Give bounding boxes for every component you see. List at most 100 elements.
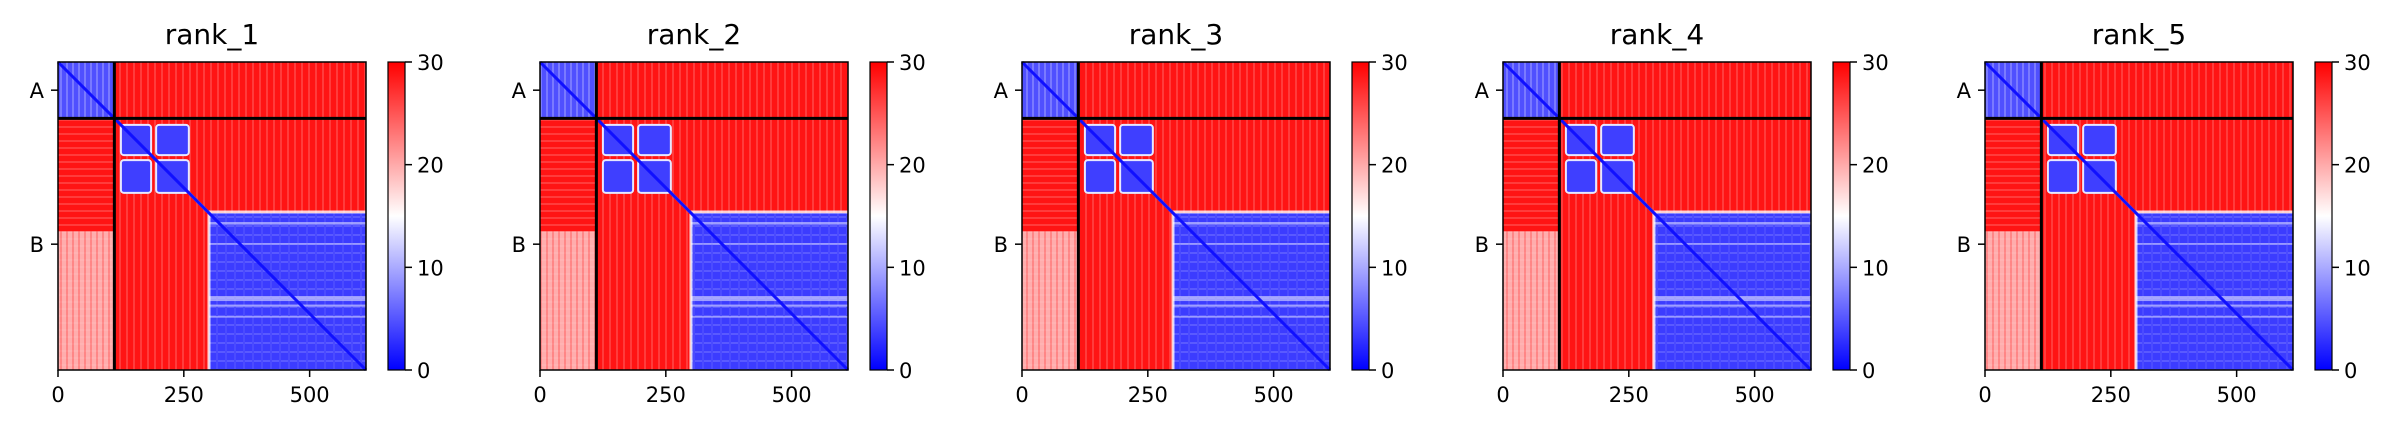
- heatmap-diagonal: [1558, 117, 1813, 372]
- x-tick-label: 0: [1496, 383, 1509, 407]
- heatmap-diagonal: [1020, 60, 1080, 120]
- x-tick-label: 500: [2217, 383, 2257, 407]
- pae-panel-2: rank_2 0 250 500 A B 0 10 20 30: [512, 18, 926, 407]
- heatmap-band: [208, 296, 366, 302]
- heatmap-domain-b1: [119, 159, 153, 194]
- heatmap-block-ba-light: [1503, 231, 1560, 370]
- heatmap-block-b2b1: [2041, 212, 2136, 370]
- heatmap-band: [690, 316, 848, 318]
- heatmap-band: [1653, 222, 1811, 225]
- colorbar-tick-label: 10: [899, 256, 926, 280]
- heatmap-band: [208, 316, 366, 318]
- y-tick-label: A: [30, 79, 45, 103]
- heatmap-domain-b1: [2046, 159, 2080, 194]
- heatmap-domain-b1: [1564, 159, 1598, 194]
- heatmap-band: [690, 304, 848, 307]
- heatmap-domain-b1: [1119, 123, 1154, 157]
- colorbar-tick-label: 20: [1862, 154, 1889, 178]
- heatmap-band: [690, 222, 848, 225]
- heatmap-block-ba-light: [1022, 231, 1079, 370]
- x-tick-label: 250: [164, 383, 204, 407]
- chart-title: rank_5: [2092, 18, 2186, 51]
- x-tick-label: 0: [533, 383, 546, 407]
- pae-panel-4: rank_4 0 250 500 A B 0 10 20 30: [1475, 18, 1889, 407]
- heatmap-band: [208, 304, 366, 307]
- heatmap-band: [1653, 304, 1811, 307]
- heatmap-diagonal: [1501, 60, 1561, 120]
- y-tick-label: B: [30, 233, 44, 257]
- heatmap-block-b2b1: [1559, 212, 1654, 370]
- chart-title: rank_3: [1129, 18, 1223, 51]
- colorbar-tick-label: 20: [417, 154, 444, 178]
- colorbar-tick-label: 30: [2344, 51, 2371, 75]
- heatmap-band: [1172, 304, 1330, 307]
- chart-title: rank_1: [165, 18, 259, 51]
- x-tick-label: 500: [772, 383, 812, 407]
- heatmap-band: [1172, 316, 1330, 318]
- colorbar-tick-label: 30: [1862, 51, 1889, 75]
- heatmap-band: [690, 243, 848, 245]
- heatmap-frame: [539, 61, 849, 371]
- colorbar-tick-label: 0: [1381, 359, 1394, 383]
- heatmap-domain-b1: [1083, 159, 1117, 194]
- heatmap-band: [208, 243, 366, 245]
- colorbar: [869, 61, 888, 371]
- heatmap-band: [1653, 296, 1811, 302]
- colorbar-tick-label: 0: [417, 359, 430, 383]
- y-tick-label: B: [512, 233, 526, 257]
- heatmap-band: [2135, 222, 2293, 225]
- x-tick-label: 0: [1015, 383, 1028, 407]
- x-tick-label: 500: [1735, 383, 1775, 407]
- heatmap-diagonal: [1983, 60, 2043, 120]
- heatmap-block-b2b1: [596, 212, 691, 370]
- y-tick-label: A: [1957, 79, 1972, 103]
- heatmap-block-b2b1: [114, 212, 209, 370]
- y-tick-label: A: [512, 79, 527, 103]
- colorbar: [2314, 61, 2333, 371]
- heatmap-frame: [57, 61, 367, 371]
- heatmap-diagonal: [56, 60, 116, 120]
- colorbar-tick-label: 30: [1381, 51, 1408, 75]
- heatmap-block-ba-light: [540, 231, 597, 370]
- colorbar-tick-label: 30: [417, 51, 444, 75]
- heatmap-band: [1172, 222, 1330, 225]
- colorbar: [387, 61, 406, 371]
- heatmap-block-b2b1: [1078, 212, 1173, 370]
- heatmap-diagonal: [113, 117, 368, 372]
- heatmap-frame: [1502, 61, 1812, 371]
- heatmap-diagonal: [2040, 117, 2295, 372]
- heatmap-domain-b1: [637, 123, 672, 157]
- colorbar-tick-label: 10: [417, 256, 444, 280]
- heatmap-block-ba-light: [1985, 231, 2042, 370]
- x-tick-label: 0: [51, 383, 64, 407]
- y-tick-label: B: [1957, 233, 1971, 257]
- chart-title: rank_4: [1610, 18, 1704, 51]
- heatmap-band: [2135, 243, 2293, 245]
- heatmap-band: [1172, 296, 1330, 302]
- heatmap-band: [2135, 304, 2293, 307]
- heatmap-domain-b1: [2082, 123, 2117, 157]
- chart-title: rank_2: [647, 18, 741, 51]
- colorbar-tick-label: 10: [2344, 256, 2371, 280]
- heatmap-diagonal: [1077, 117, 1332, 372]
- y-tick-label: A: [994, 79, 1009, 103]
- heatmap-domain-b1: [601, 159, 635, 194]
- colorbar-tick-label: 0: [899, 359, 912, 383]
- heatmap-domain-b1: [1600, 123, 1635, 157]
- heatmap-diagonal: [595, 117, 850, 372]
- x-tick-label: 250: [2091, 383, 2131, 407]
- colorbar-tick-label: 0: [1862, 359, 1875, 383]
- heatmap-frame: [1021, 61, 1331, 371]
- heatmap-diagonal: [538, 60, 598, 120]
- x-tick-label: 250: [1128, 383, 1168, 407]
- colorbar-tick-label: 20: [899, 154, 926, 178]
- x-tick-label: 0: [1978, 383, 1991, 407]
- pae-panel-5: rank_5 0 250 500 A B 0 10 20 30: [1957, 18, 2371, 407]
- colorbar-tick-label: 10: [1381, 256, 1408, 280]
- y-tick-label: A: [1475, 79, 1490, 103]
- heatmap-band: [2135, 316, 2293, 318]
- colorbar-tick-label: 20: [1381, 154, 1408, 178]
- x-tick-label: 250: [1609, 383, 1649, 407]
- y-tick-label: B: [1475, 233, 1489, 257]
